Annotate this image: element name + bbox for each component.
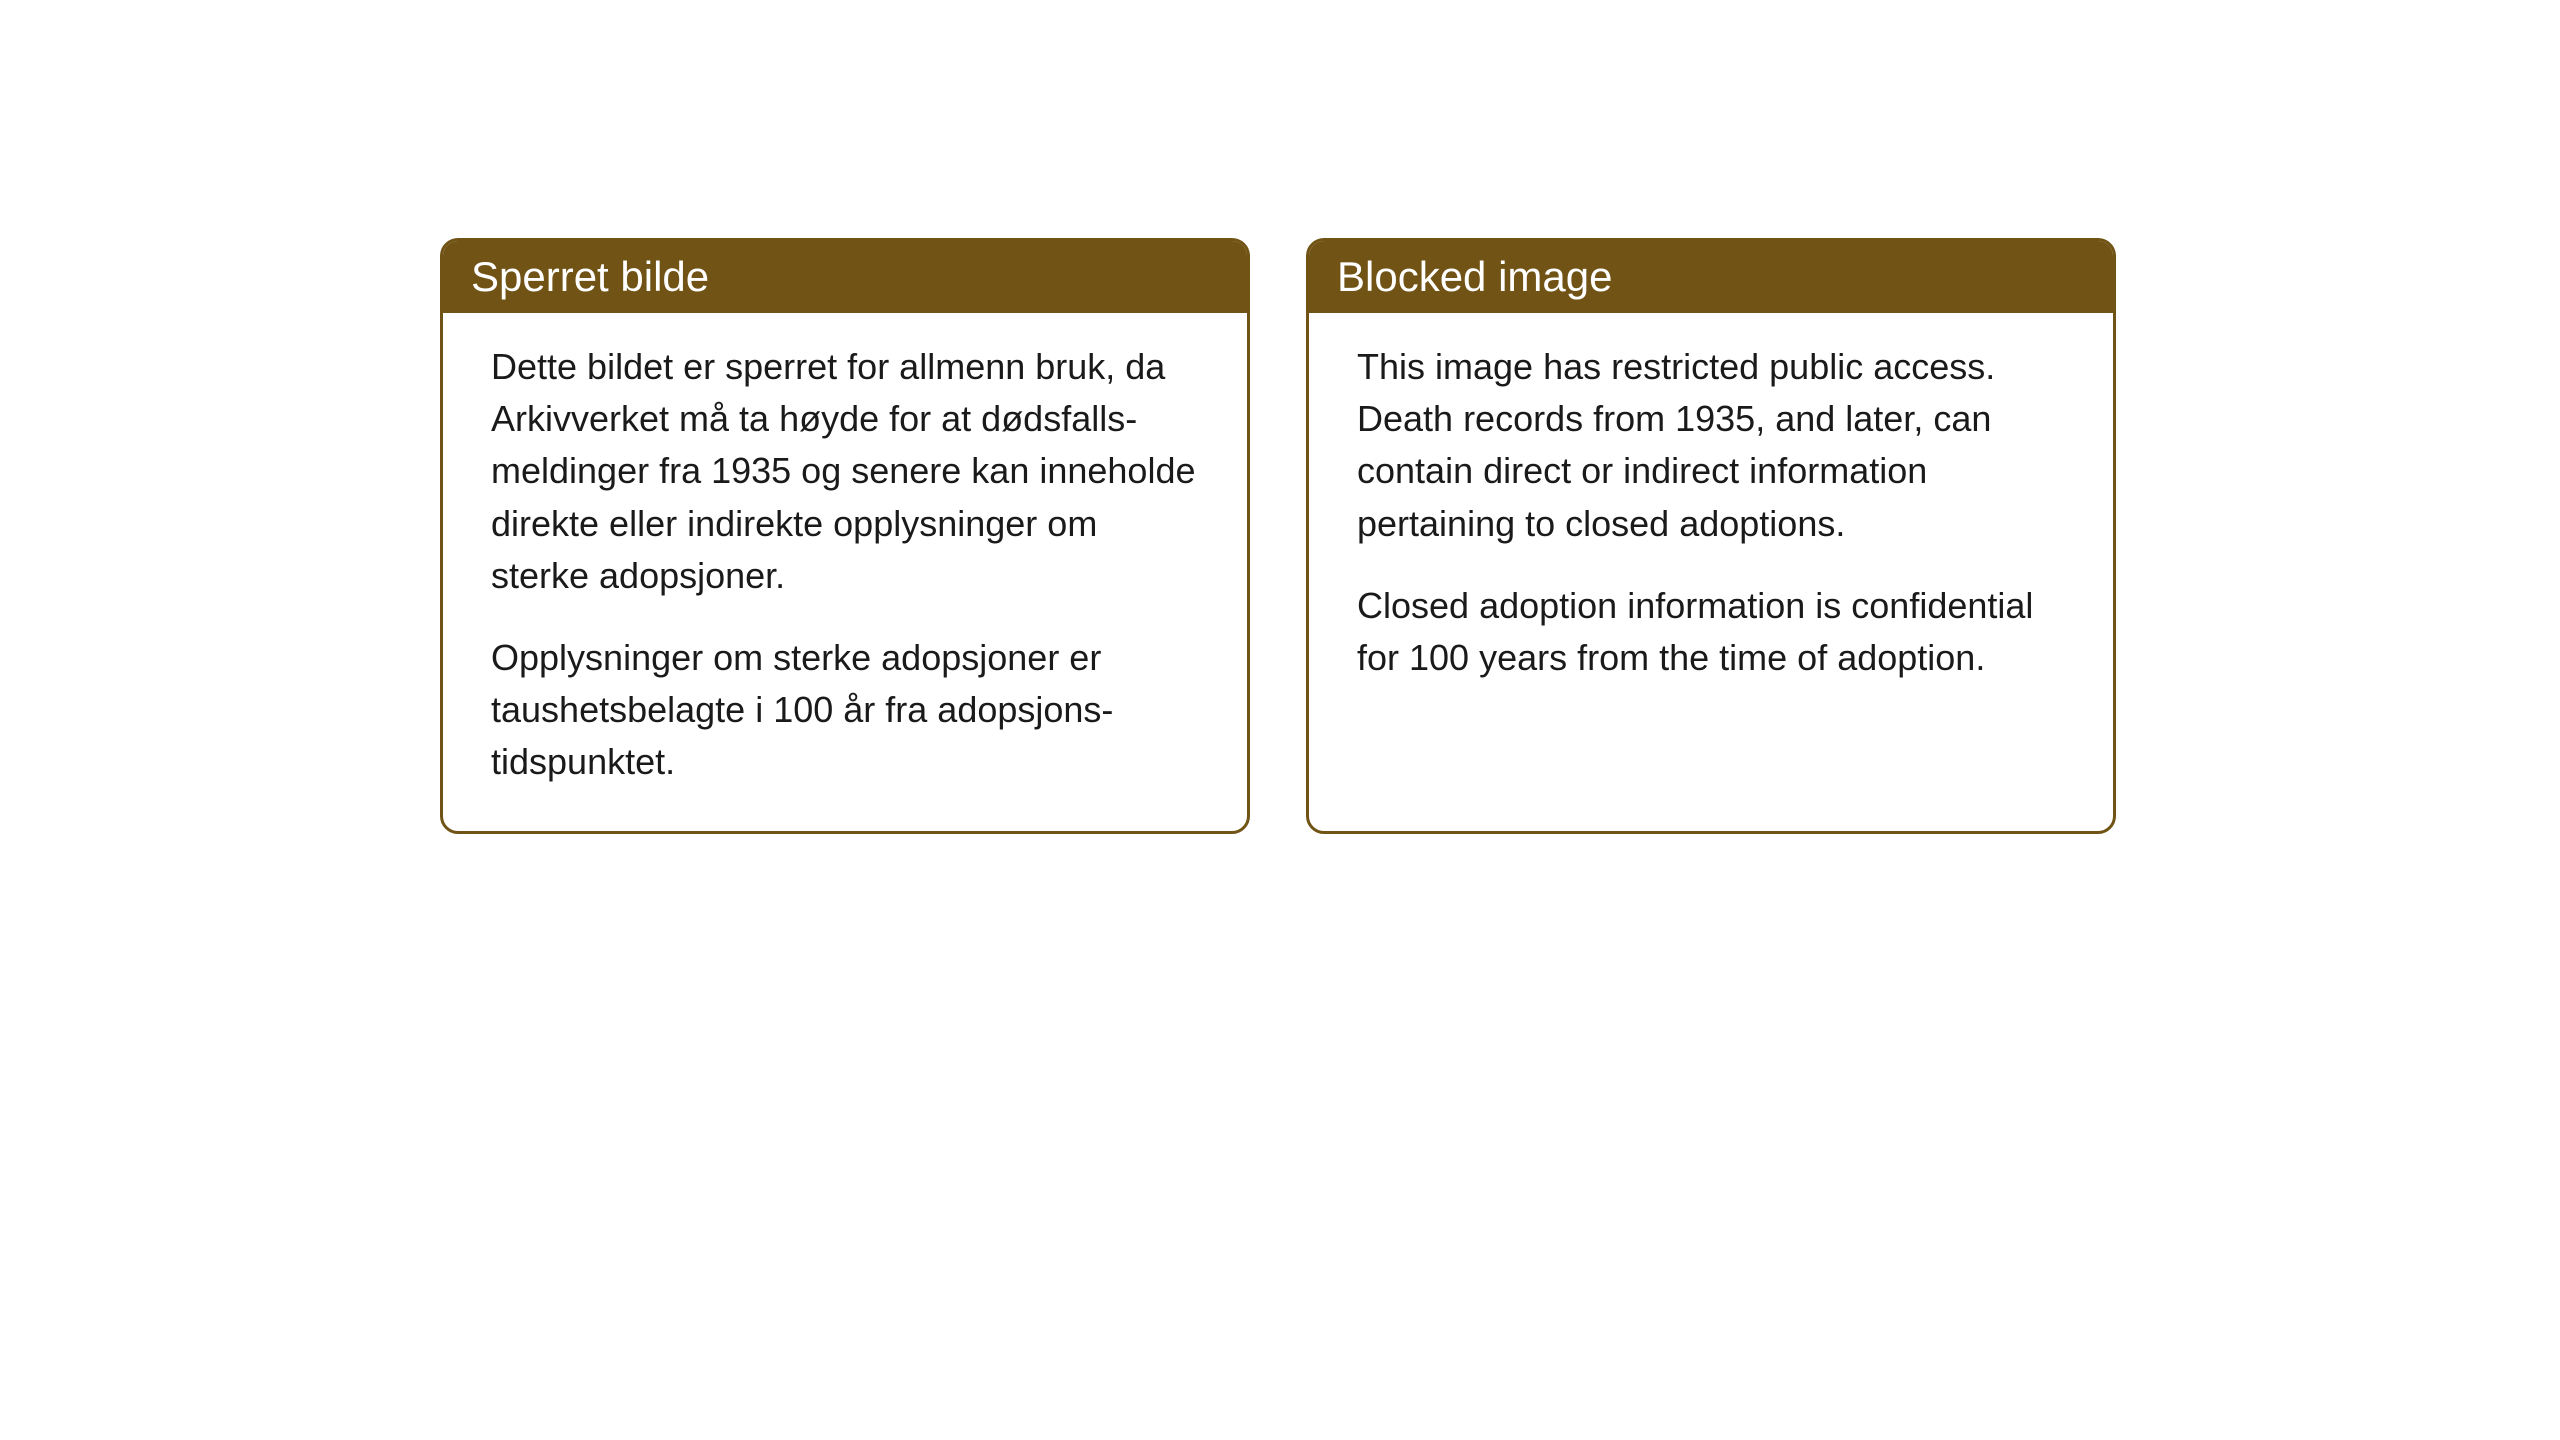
notice-cards-container: Sperret bilde Dette bildet er sperret fo… <box>440 238 2116 834</box>
card-header-english: Blocked image <box>1309 241 2113 313</box>
notice-card-english: Blocked image This image has restricted … <box>1306 238 2116 834</box>
card-header-norwegian: Sperret bilde <box>443 241 1247 313</box>
card-title: Blocked image <box>1337 253 1612 300</box>
card-paragraph: This image has restricted public access.… <box>1357 341 2065 550</box>
card-paragraph: Closed adoption information is confident… <box>1357 580 2065 684</box>
card-paragraph: Opplysninger om sterke adopsjoner er tau… <box>491 632 1199 789</box>
card-body-english: This image has restricted public access.… <box>1309 313 2113 726</box>
card-paragraph: Dette bildet er sperret for allmenn bruk… <box>491 341 1199 602</box>
card-title: Sperret bilde <box>471 253 709 300</box>
notice-card-norwegian: Sperret bilde Dette bildet er sperret fo… <box>440 238 1250 834</box>
card-body-norwegian: Dette bildet er sperret for allmenn bruk… <box>443 313 1247 831</box>
